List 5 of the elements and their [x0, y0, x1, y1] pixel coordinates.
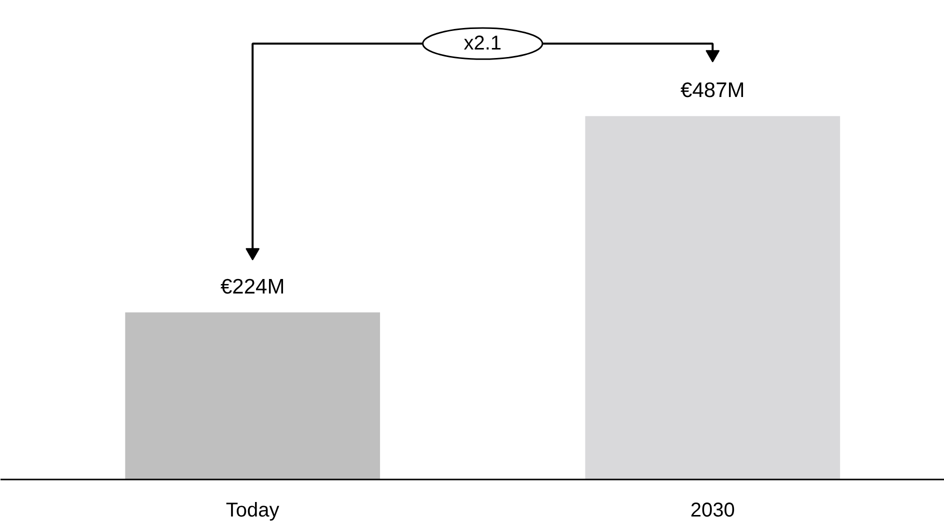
data-label: €487M	[680, 79, 745, 102]
x-tick-label: 2030	[690, 500, 735, 522]
data-label: €224M	[220, 275, 285, 298]
x-tick-label: Today	[226, 500, 280, 522]
text: x2.1	[464, 32, 502, 55]
